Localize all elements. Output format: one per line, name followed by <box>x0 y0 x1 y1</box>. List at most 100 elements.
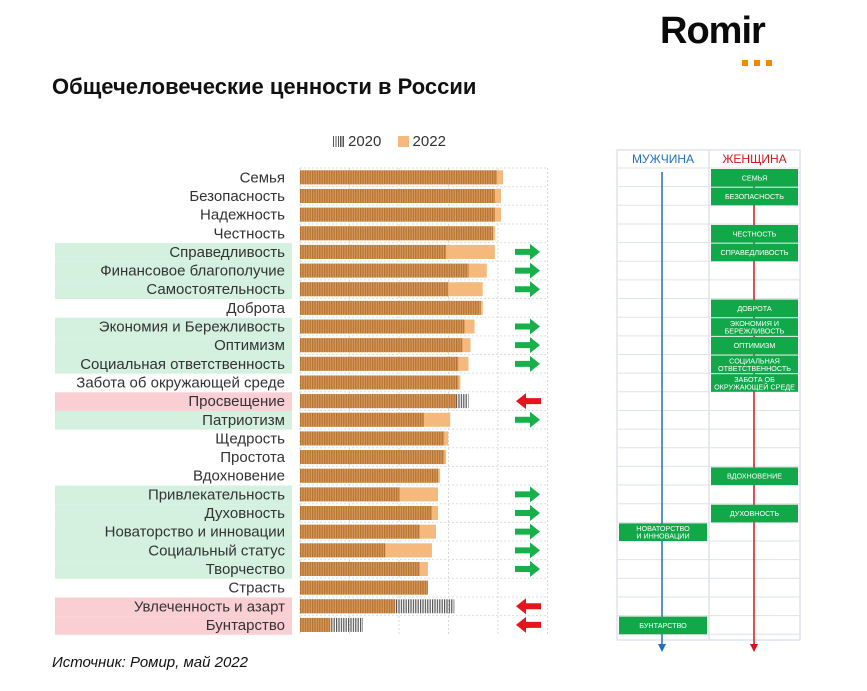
bar-2020 <box>300 282 449 297</box>
female-value-label: СЕМЬЯ <box>742 173 768 182</box>
arrow-left-icon <box>516 616 541 633</box>
bar-2020 <box>300 543 386 558</box>
category-label: Творчество <box>206 561 285 578</box>
row-highlight-green <box>55 541 292 561</box>
arrow-right-icon <box>515 523 540 540</box>
row-highlight-green <box>55 504 292 523</box>
female-value-box <box>711 318 798 336</box>
category-label: Семья <box>240 169 285 186</box>
bar-2020 <box>300 412 424 427</box>
arrow-right-icon <box>515 243 540 260</box>
arrow-left-icon <box>516 598 541 615</box>
female-value-box <box>711 169 798 187</box>
row-highlight-red <box>55 597 292 617</box>
arrow-right-icon <box>515 542 540 559</box>
arrow-right-icon <box>515 560 540 577</box>
female-value-label: ОТВЕТСТВЕННОСТЬ <box>718 364 791 373</box>
legend-label-2022: 2022 <box>412 133 446 150</box>
row-highlight-red <box>55 392 292 411</box>
bar-2020 <box>300 244 447 259</box>
female-value-label: ОПТИМИЗМ <box>734 341 776 350</box>
bar-2020 <box>300 263 469 278</box>
logo-dot <box>766 60 772 66</box>
category-label: Простота <box>220 449 285 466</box>
bar-2020 <box>300 375 459 390</box>
logo-dot <box>754 60 760 66</box>
category-label: Духовность <box>205 505 286 522</box>
arrow-right-icon <box>515 337 540 354</box>
category-label: Справедливость <box>169 244 285 261</box>
arrow-right-icon <box>515 318 540 335</box>
row-highlight-green <box>55 355 292 374</box>
bar-2022 <box>300 599 396 614</box>
female-value-box <box>711 187 798 206</box>
female-value-box <box>711 299 798 318</box>
female-value-label: ЧЕСТНОСТЬ <box>733 229 777 238</box>
logo-dot <box>742 60 748 66</box>
category-label: Экономия и Бережливость <box>99 319 285 336</box>
arrow-right-icon <box>515 486 540 503</box>
category-label: Привлекательность <box>148 486 285 503</box>
source-note: Источник: Ромир, май 2022 <box>52 654 248 671</box>
category-label: Социальная ответственность <box>80 356 285 373</box>
category-label: Страсть <box>228 580 285 597</box>
arrow-right-icon <box>515 262 540 279</box>
arrow-left-icon <box>516 393 541 410</box>
female-value-label: ЗАБОТА ОБ <box>734 375 775 384</box>
male-value-label: БУНТАРСТВО <box>639 621 687 630</box>
category-label: Патриотизм <box>202 412 285 429</box>
chart-legend: 2020 2022 <box>333 133 458 151</box>
bar-2020 <box>300 207 495 222</box>
row-highlight-red <box>55 616 292 635</box>
female-value-label: ДОБРОТА <box>737 304 772 313</box>
category-label: Финансовое благополучие <box>100 263 285 280</box>
category-label: Социальный статус <box>148 542 285 559</box>
bar-2020 <box>300 468 439 483</box>
row-highlight-green <box>55 261 292 281</box>
bar-2020 <box>300 431 445 446</box>
row-highlight-green <box>55 280 292 300</box>
row-highlight-green <box>55 560 292 579</box>
female-value-box <box>711 355 798 374</box>
female-value-label: БЕРЕЖЛИВОСТЬ <box>725 327 785 336</box>
bar-2020 <box>300 506 432 521</box>
legend-item-2022: 2022 <box>397 133 446 150</box>
category-label: Надежность <box>200 207 285 224</box>
male-header: МУЖЧИНА <box>632 152 694 166</box>
female-value-box <box>711 467 798 486</box>
legend-swatch-2020 <box>333 136 344 147</box>
male-value-label: И ИННОВАЦИИ <box>636 532 689 541</box>
bar-2020 <box>300 170 497 185</box>
arrow-down-icon <box>658 644 666 652</box>
arrow-down-icon <box>750 644 758 652</box>
bar-2020 <box>300 356 459 371</box>
legend-item-2020: 2020 <box>333 133 381 150</box>
category-label: Забота об окружающей среде <box>76 374 285 391</box>
bar-2020 <box>300 487 400 502</box>
row-highlight-green <box>55 485 292 505</box>
bar-2020 <box>300 300 481 315</box>
female-value-box <box>711 243 798 262</box>
panel-frame <box>616 149 801 641</box>
category-label: Доброта <box>226 300 285 317</box>
category-label: Безопасность <box>189 188 285 205</box>
category-label: Оптимизм <box>214 337 285 354</box>
romir-logo: Romir <box>660 8 800 68</box>
female-value-label: ЭКОНОМИЯ И <box>730 319 779 328</box>
male-value-label: НОВАТОРСТВО <box>636 524 690 533</box>
female-header: ЖЕНЩИНА <box>722 152 786 166</box>
row-highlight-green <box>55 243 292 262</box>
bar-2022 <box>300 617 331 632</box>
page-title: Общечеловеческие ценности в России <box>52 74 477 99</box>
row-highlight-green <box>55 336 292 355</box>
category-label: Бунтарство <box>206 617 285 634</box>
female-value-box <box>711 504 798 523</box>
bar-2020 <box>300 561 420 576</box>
arrow-right-icon <box>515 355 540 372</box>
male-value-box <box>619 523 707 541</box>
bar-2020 <box>300 188 495 203</box>
bar-2020 <box>300 338 463 353</box>
category-label: Щедрость <box>215 430 285 447</box>
category-label: Просвещение <box>188 393 285 410</box>
